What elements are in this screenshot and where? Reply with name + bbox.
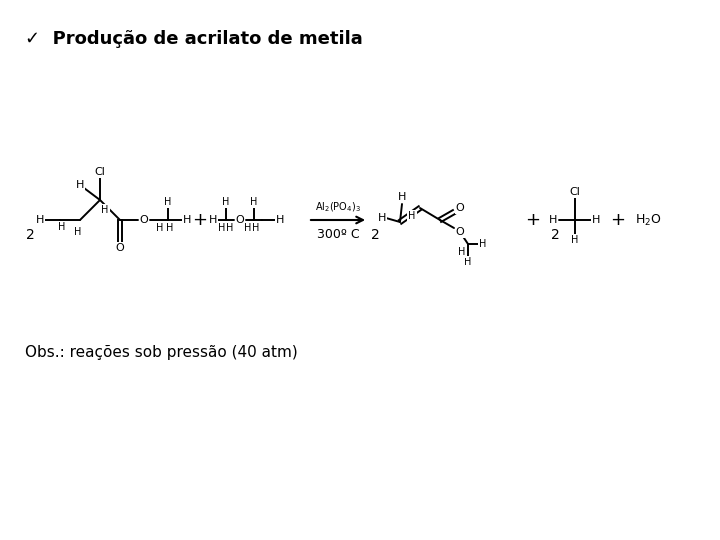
Text: 300º C: 300º C <box>317 227 359 240</box>
Text: H: H <box>459 247 466 257</box>
Text: H: H <box>408 211 415 221</box>
Text: H: H <box>592 215 600 225</box>
Text: H: H <box>76 180 84 190</box>
Text: H: H <box>222 197 230 207</box>
Text: H: H <box>244 223 252 233</box>
Text: H: H <box>226 223 234 233</box>
Text: H: H <box>218 223 225 233</box>
Text: O: O <box>456 227 464 237</box>
Text: H: H <box>183 215 192 225</box>
Text: Obs.: reações sob pressão (40 atm): Obs.: reações sob pressão (40 atm) <box>25 345 298 360</box>
Text: H: H <box>480 239 487 249</box>
Text: 2: 2 <box>371 228 379 242</box>
Text: Al$_2$(PO$_4$)$_3$: Al$_2$(PO$_4$)$_3$ <box>315 200 361 214</box>
Text: H: H <box>549 215 557 225</box>
Text: +: + <box>611 211 626 229</box>
Text: H: H <box>252 223 260 233</box>
Text: H: H <box>276 215 284 225</box>
Text: H: H <box>251 197 258 207</box>
Text: H: H <box>156 223 163 233</box>
Text: +: + <box>192 211 207 229</box>
Text: O: O <box>235 215 244 225</box>
Text: H: H <box>164 197 171 207</box>
Text: Cl: Cl <box>570 187 580 197</box>
Text: H: H <box>36 215 44 225</box>
Text: H: H <box>209 215 217 225</box>
Text: H: H <box>464 257 472 267</box>
Text: O: O <box>140 215 148 225</box>
Text: 2: 2 <box>26 228 35 242</box>
Text: ✓  Produção de acrilato de metila: ✓ Produção de acrilato de metila <box>25 30 363 48</box>
Text: H: H <box>102 205 109 215</box>
Text: 2: 2 <box>551 228 559 242</box>
Text: H: H <box>166 223 174 233</box>
Text: +: + <box>526 211 541 229</box>
Text: H: H <box>398 192 406 202</box>
Text: H: H <box>58 222 66 232</box>
Text: H$_2$O: H$_2$O <box>635 212 661 227</box>
Text: O: O <box>116 243 125 253</box>
Text: H: H <box>378 213 386 223</box>
Text: Cl: Cl <box>94 167 105 177</box>
Text: H: H <box>571 235 579 245</box>
Text: H: H <box>74 227 81 237</box>
Text: O: O <box>456 203 464 213</box>
